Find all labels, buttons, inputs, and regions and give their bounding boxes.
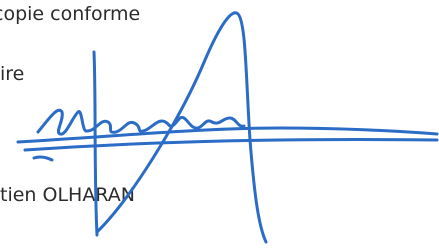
- page-background: [0, 0, 439, 248]
- certification-line: copie conforme: [0, 3, 140, 25]
- title-line: ire: [0, 63, 24, 85]
- signatory-name: tien OLHARAN: [0, 184, 135, 206]
- document: copie conforme ire tien OLHARAN: [0, 0, 439, 248]
